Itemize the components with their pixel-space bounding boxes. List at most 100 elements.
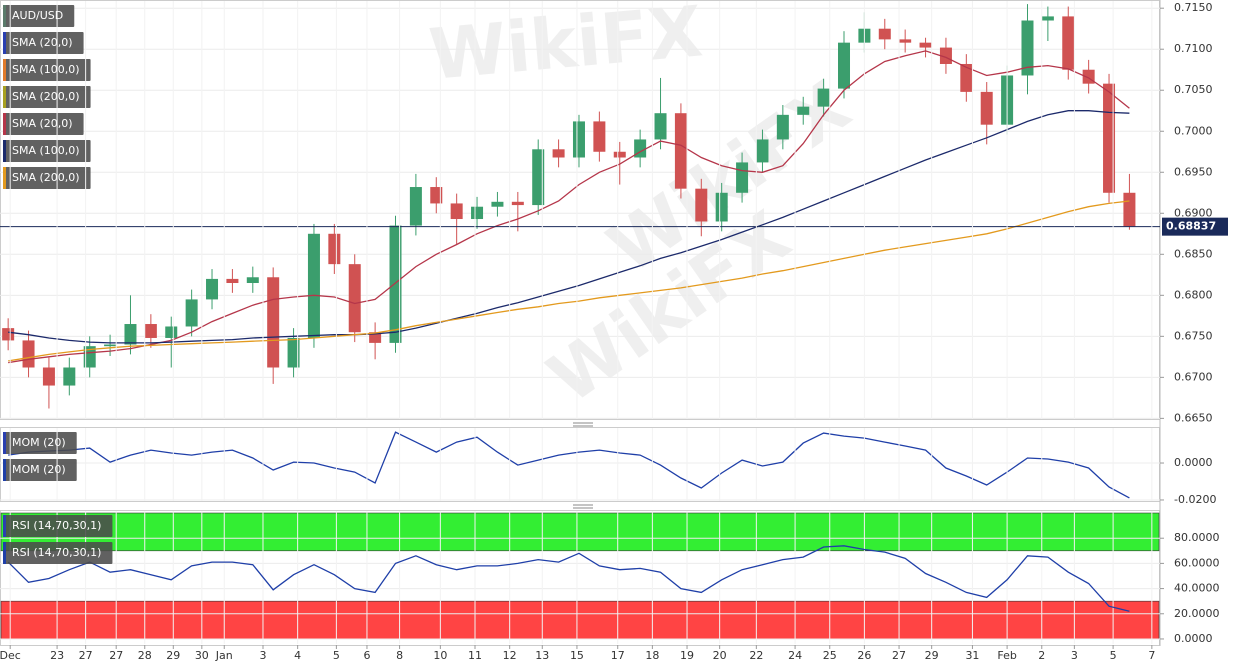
candle-body bbox=[593, 121, 606, 152]
x-tick-label: 27 bbox=[79, 649, 93, 662]
y-tick-label: 0.6700 bbox=[1174, 370, 1213, 383]
candle-body bbox=[899, 39, 912, 43]
candle-body bbox=[736, 162, 749, 193]
x-tick-label: 11 bbox=[468, 649, 482, 662]
candle-body bbox=[1103, 83, 1116, 193]
candle-body bbox=[124, 324, 137, 345]
candle-body bbox=[674, 113, 687, 189]
candle-body bbox=[715, 192, 728, 222]
x-tick-label: 8 bbox=[396, 649, 403, 662]
x-tick-label: Feb bbox=[997, 649, 1016, 662]
legend-item: MOM (20) bbox=[3, 432, 77, 454]
x-tick-label: 4 bbox=[294, 649, 301, 662]
series-line bbox=[8, 200, 1130, 362]
x-tick-label: 26 bbox=[857, 649, 871, 662]
rsi-band bbox=[0, 512, 1160, 552]
candle-body bbox=[389, 225, 402, 343]
x-tick-label: 30 bbox=[195, 649, 209, 662]
x-tick-label: 12 bbox=[503, 649, 517, 662]
legend-swatch bbox=[3, 167, 6, 189]
legend-item: MOM (20) bbox=[3, 459, 77, 481]
candle-body bbox=[980, 91, 993, 125]
y-tick-label: 60.0000 bbox=[1174, 556, 1220, 569]
legend-box bbox=[3, 86, 91, 108]
x-tick-label: 25 bbox=[823, 649, 837, 662]
legend-swatch bbox=[3, 86, 6, 108]
candle-body bbox=[838, 42, 851, 89]
resize-handle bbox=[573, 422, 593, 509]
x-tick-label: 28 bbox=[138, 649, 152, 662]
last-price-box bbox=[1162, 217, 1228, 236]
candle-body bbox=[267, 277, 280, 368]
legend-label: SMA (200,0) bbox=[12, 171, 80, 184]
legend-item: SMA (100,0) bbox=[3, 59, 91, 81]
legend-swatch bbox=[3, 515, 6, 537]
x-tick-label: 18 bbox=[645, 649, 659, 662]
candle-body bbox=[939, 47, 952, 64]
legend-box bbox=[3, 515, 113, 537]
legend-swatch bbox=[3, 459, 6, 481]
candle-body bbox=[2, 328, 15, 341]
candle-body bbox=[307, 233, 320, 338]
legend-item: SMA (20,0) bbox=[3, 113, 84, 135]
candle-body bbox=[369, 332, 382, 343]
x-tick-label: 10 bbox=[433, 649, 447, 662]
x-tick-label: 23 bbox=[50, 649, 64, 662]
legend-item: SMA (200,0) bbox=[3, 167, 91, 189]
legend-box bbox=[3, 113, 84, 135]
legend-swatch bbox=[3, 432, 6, 454]
y-tick-label: 0.0000 bbox=[1174, 632, 1213, 645]
legend-item: SMA (20,0) bbox=[3, 32, 84, 54]
series-line bbox=[8, 110, 1130, 344]
candle-body bbox=[491, 201, 504, 207]
candle-body bbox=[511, 201, 524, 206]
legend-label: MOM (20) bbox=[12, 436, 66, 449]
legend-box bbox=[3, 432, 77, 454]
candle-body bbox=[1021, 20, 1034, 76]
x-tick-label: 5 bbox=[333, 649, 340, 662]
legend-item: AUD/USD bbox=[3, 5, 75, 27]
candle-body bbox=[756, 139, 769, 163]
y-tick-label: 20.0000 bbox=[1174, 607, 1220, 620]
y-tick-label: -0.0200 bbox=[1174, 493, 1216, 506]
x-tick-label: 27 bbox=[892, 649, 906, 662]
series-line bbox=[8, 50, 1130, 364]
candle-body bbox=[287, 337, 300, 368]
y-tick-label: 0.6800 bbox=[1174, 288, 1213, 301]
y-tick-label: 0.7100 bbox=[1174, 42, 1213, 55]
x-tick-label: 13 bbox=[535, 649, 549, 662]
y-tick-label: 0.6650 bbox=[1174, 411, 1213, 424]
legend-box bbox=[3, 459, 77, 481]
y-tick-label: 0.6950 bbox=[1174, 165, 1213, 178]
x-tick-label: 20 bbox=[713, 649, 727, 662]
candle-body bbox=[552, 149, 565, 158]
legend-label: RSI (14,70,30,1) bbox=[12, 546, 101, 559]
candle-body bbox=[797, 106, 810, 115]
candle-body bbox=[572, 121, 585, 158]
x-tick-label: 6 bbox=[363, 649, 370, 662]
legend-box bbox=[3, 140, 91, 162]
x-tick-label: Jan bbox=[215, 649, 233, 662]
candle-body bbox=[185, 299, 198, 327]
candle-body bbox=[776, 114, 789, 140]
x-tick-label: 17 bbox=[611, 649, 625, 662]
y-tick-label: 0.6750 bbox=[1174, 329, 1213, 342]
legend-swatch bbox=[3, 140, 6, 162]
legend-item: RSI (14,70,30,1) bbox=[3, 542, 113, 564]
x-tick-label: 7 bbox=[1148, 649, 1155, 662]
x-tick-label: Dec bbox=[0, 649, 21, 662]
candle-body bbox=[878, 28, 891, 40]
x-tick-label: 2 bbox=[1038, 649, 1045, 662]
y-tick-label: 0.0000 bbox=[1174, 456, 1213, 469]
y-tick-label: 0.6850 bbox=[1174, 247, 1213, 260]
y-tick-label: 0.7000 bbox=[1174, 124, 1213, 137]
candle-body bbox=[246, 277, 259, 284]
x-tick-label: 5 bbox=[1110, 649, 1117, 662]
candle-body bbox=[1062, 16, 1075, 70]
candle-body bbox=[817, 88, 830, 107]
candle-body bbox=[409, 187, 422, 226]
legend-swatch bbox=[3, 59, 6, 81]
y-tick-label: 0.6900 bbox=[1174, 206, 1213, 219]
legend-label: SMA (100,0) bbox=[12, 144, 80, 157]
